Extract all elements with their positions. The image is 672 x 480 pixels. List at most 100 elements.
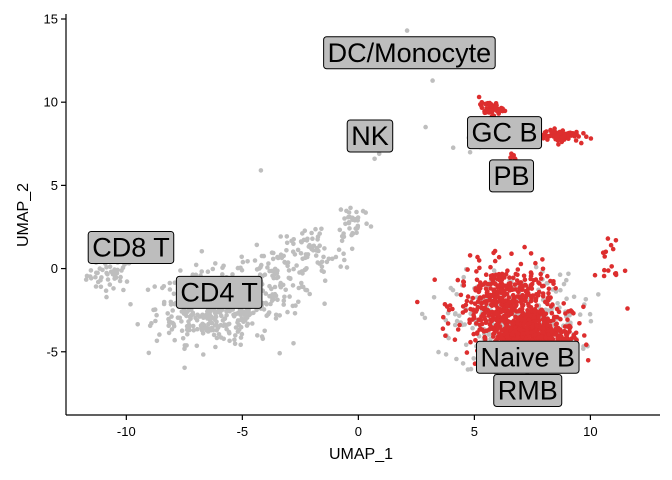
data-point	[227, 308, 232, 314]
data-point	[199, 325, 204, 331]
data-point	[495, 326, 500, 331]
data-point	[465, 367, 471, 372]
data-point	[310, 236, 315, 241]
data-point	[557, 272, 563, 278]
data-point	[602, 267, 607, 273]
data-point	[296, 299, 301, 305]
data-point	[501, 327, 507, 332]
cluster-label: DC/Monocyte	[323, 36, 496, 70]
data-point	[546, 332, 551, 337]
data-point	[232, 337, 237, 343]
data-point	[300, 271, 305, 276]
data-point	[260, 336, 266, 342]
data-point	[404, 28, 410, 33]
data-point	[135, 322, 140, 327]
y-axis-ticks: -5 0 5 10 15	[44, 11, 66, 359]
data-point	[533, 260, 538, 266]
data-point	[560, 137, 566, 142]
data-point	[552, 126, 557, 131]
data-point	[585, 358, 591, 363]
data-point	[372, 156, 377, 162]
data-point	[510, 331, 515, 337]
cluster-label-text: GC B	[472, 118, 538, 148]
data-point	[588, 318, 594, 324]
data-point	[563, 332, 569, 337]
data-point	[314, 248, 319, 253]
data-point	[510, 154, 515, 159]
data-point	[201, 352, 206, 357]
data-point	[465, 294, 471, 299]
data-point	[554, 321, 559, 327]
data-point	[168, 299, 174, 305]
data-point	[95, 279, 101, 285]
data-point	[522, 244, 527, 250]
data-point	[566, 130, 571, 136]
data-point	[207, 312, 213, 317]
data-point	[128, 302, 133, 307]
data-point	[218, 335, 224, 340]
data-point	[347, 226, 352, 231]
data-point	[250, 321, 255, 326]
data-point	[286, 268, 292, 273]
data-point	[270, 273, 275, 279]
data-point	[529, 330, 534, 335]
data-point	[613, 238, 619, 243]
data-point	[350, 230, 355, 236]
data-point	[479, 301, 484, 306]
data-point	[277, 313, 283, 318]
data-point	[171, 291, 177, 297]
data-point	[462, 322, 468, 327]
data-point	[454, 318, 460, 324]
data-point	[193, 315, 198, 321]
data-point	[238, 342, 243, 348]
data-point	[108, 269, 114, 275]
data-point	[104, 265, 109, 270]
data-point	[571, 294, 577, 300]
data-point	[506, 295, 512, 300]
data-point	[483, 272, 489, 278]
y-tick-label: 10	[44, 95, 58, 110]
cluster-label-box	[346, 119, 394, 153]
data-point	[178, 268, 183, 273]
data-point	[245, 311, 250, 316]
data-point	[113, 275, 119, 280]
data-point	[296, 285, 302, 291]
data-point	[485, 289, 490, 294]
data-point	[546, 286, 552, 292]
data-point	[239, 254, 244, 260]
data-point	[592, 272, 598, 278]
data-point	[511, 320, 516, 326]
data-point	[275, 255, 281, 261]
data-point	[515, 320, 520, 326]
data-point	[493, 272, 499, 278]
data-point	[545, 322, 550, 328]
data-point	[232, 341, 238, 347]
data-point	[455, 327, 461, 332]
data-point	[206, 321, 211, 327]
data-point	[547, 328, 553, 334]
data-point	[515, 331, 521, 337]
data-point	[540, 326, 546, 331]
data-point	[277, 350, 283, 356]
y-tick-label: 15	[44, 11, 58, 26]
data-point	[497, 277, 503, 283]
data-point	[432, 277, 438, 283]
data-point	[558, 316, 563, 322]
data-point	[476, 283, 482, 289]
data-point	[166, 330, 172, 336]
data-point	[526, 286, 531, 292]
data-point	[210, 266, 216, 272]
data-point	[564, 277, 569, 283]
data-point	[457, 322, 462, 328]
cluster-label: PB	[488, 159, 535, 193]
data-point	[503, 272, 509, 277]
data-point	[561, 301, 566, 306]
data-point	[518, 261, 524, 267]
data-point	[502, 291, 508, 296]
data-point	[450, 145, 456, 150]
data-point	[252, 258, 258, 263]
data-point	[491, 250, 496, 256]
data-point	[471, 356, 477, 361]
data-point	[342, 216, 347, 221]
data-point	[281, 253, 287, 259]
